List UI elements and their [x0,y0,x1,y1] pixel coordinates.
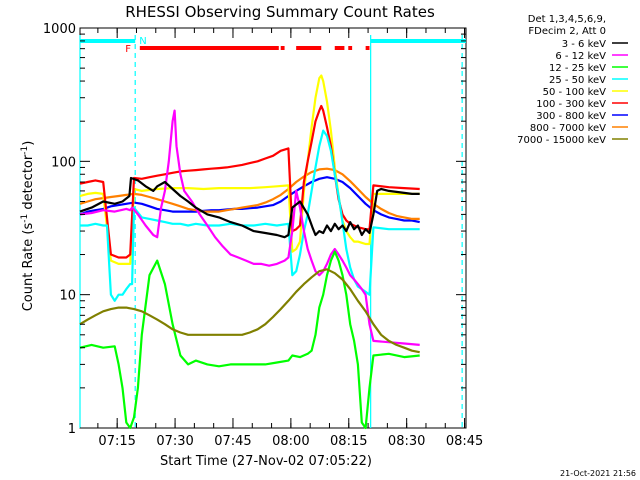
legend-header-0: Det 1,3,4,5,6,9, [528,14,606,25]
legend-label-2: 12 - 25 keV [549,63,606,74]
y-tick-label-10: 10 [59,289,76,304]
series-800to7000keV [79,167,420,220]
x-axis-label: Start Time (27-Nov-02 07:05:22) [160,454,372,469]
series-25to50keV [80,129,420,302]
x-tick-label-08:45: 08:45 [446,434,483,449]
x-tick-label-08:30: 08:30 [388,434,425,449]
x-tick-label-07:30: 07:30 [156,434,193,449]
flag-f-label: F [125,44,131,55]
series-layer [79,74,420,430]
legend: Det 1,3,4,5,6,9,FDecim 2, Att 0 3 - 6 keV… [517,14,628,146]
legend-label-7: 800 - 7000 keV [530,123,606,134]
series-300to800keV [79,176,420,224]
series-12to25keV [79,250,420,430]
legend-label-1: 6 - 12 keV [555,51,606,62]
legend-label-6: 300 - 800 keV [536,111,606,122]
series-7000to15000keV [79,268,420,354]
x-tick-label-08:15: 08:15 [330,434,367,449]
footer-timestamp: 21-Oct-2021 21:56 [560,469,636,478]
chart-title: RHESSI Observing Summary Count Rates [125,3,435,21]
y-tick-label-1000: 1000 [43,22,76,37]
series-6to12keV [79,109,420,346]
legend-label-8: 7000 - 15000 keV [517,135,606,146]
x-tick-label-08:00: 08:00 [272,434,309,449]
x-tick-label-07:15: 07:15 [98,434,135,449]
y-axis-label: Count Rate (s-1 detector-1) [20,141,36,312]
legend-label-3: 25 - 50 keV [549,75,606,86]
flag-bars: NF [79,35,466,428]
axes: 1 10 100 1000 07:15 07:30 07:45 08:00 08:15 08:30… [43,22,483,449]
flag-n-label: N [139,36,146,47]
legend-label-0: 3 - 6 keV [562,39,606,50]
x-tick-label-07:45: 07:45 [214,434,251,449]
legend-header-1: FDecim 2, Att 0 [528,26,606,37]
legend-label-4: 50 - 100 keV [543,87,607,98]
legend-label-5: 100 - 300 keV [536,99,606,110]
y-tick-label-1: 1 [68,422,76,437]
plot-frame [79,27,467,429]
y-tick-label-100: 100 [51,155,76,170]
series-3to6keV [79,176,420,239]
